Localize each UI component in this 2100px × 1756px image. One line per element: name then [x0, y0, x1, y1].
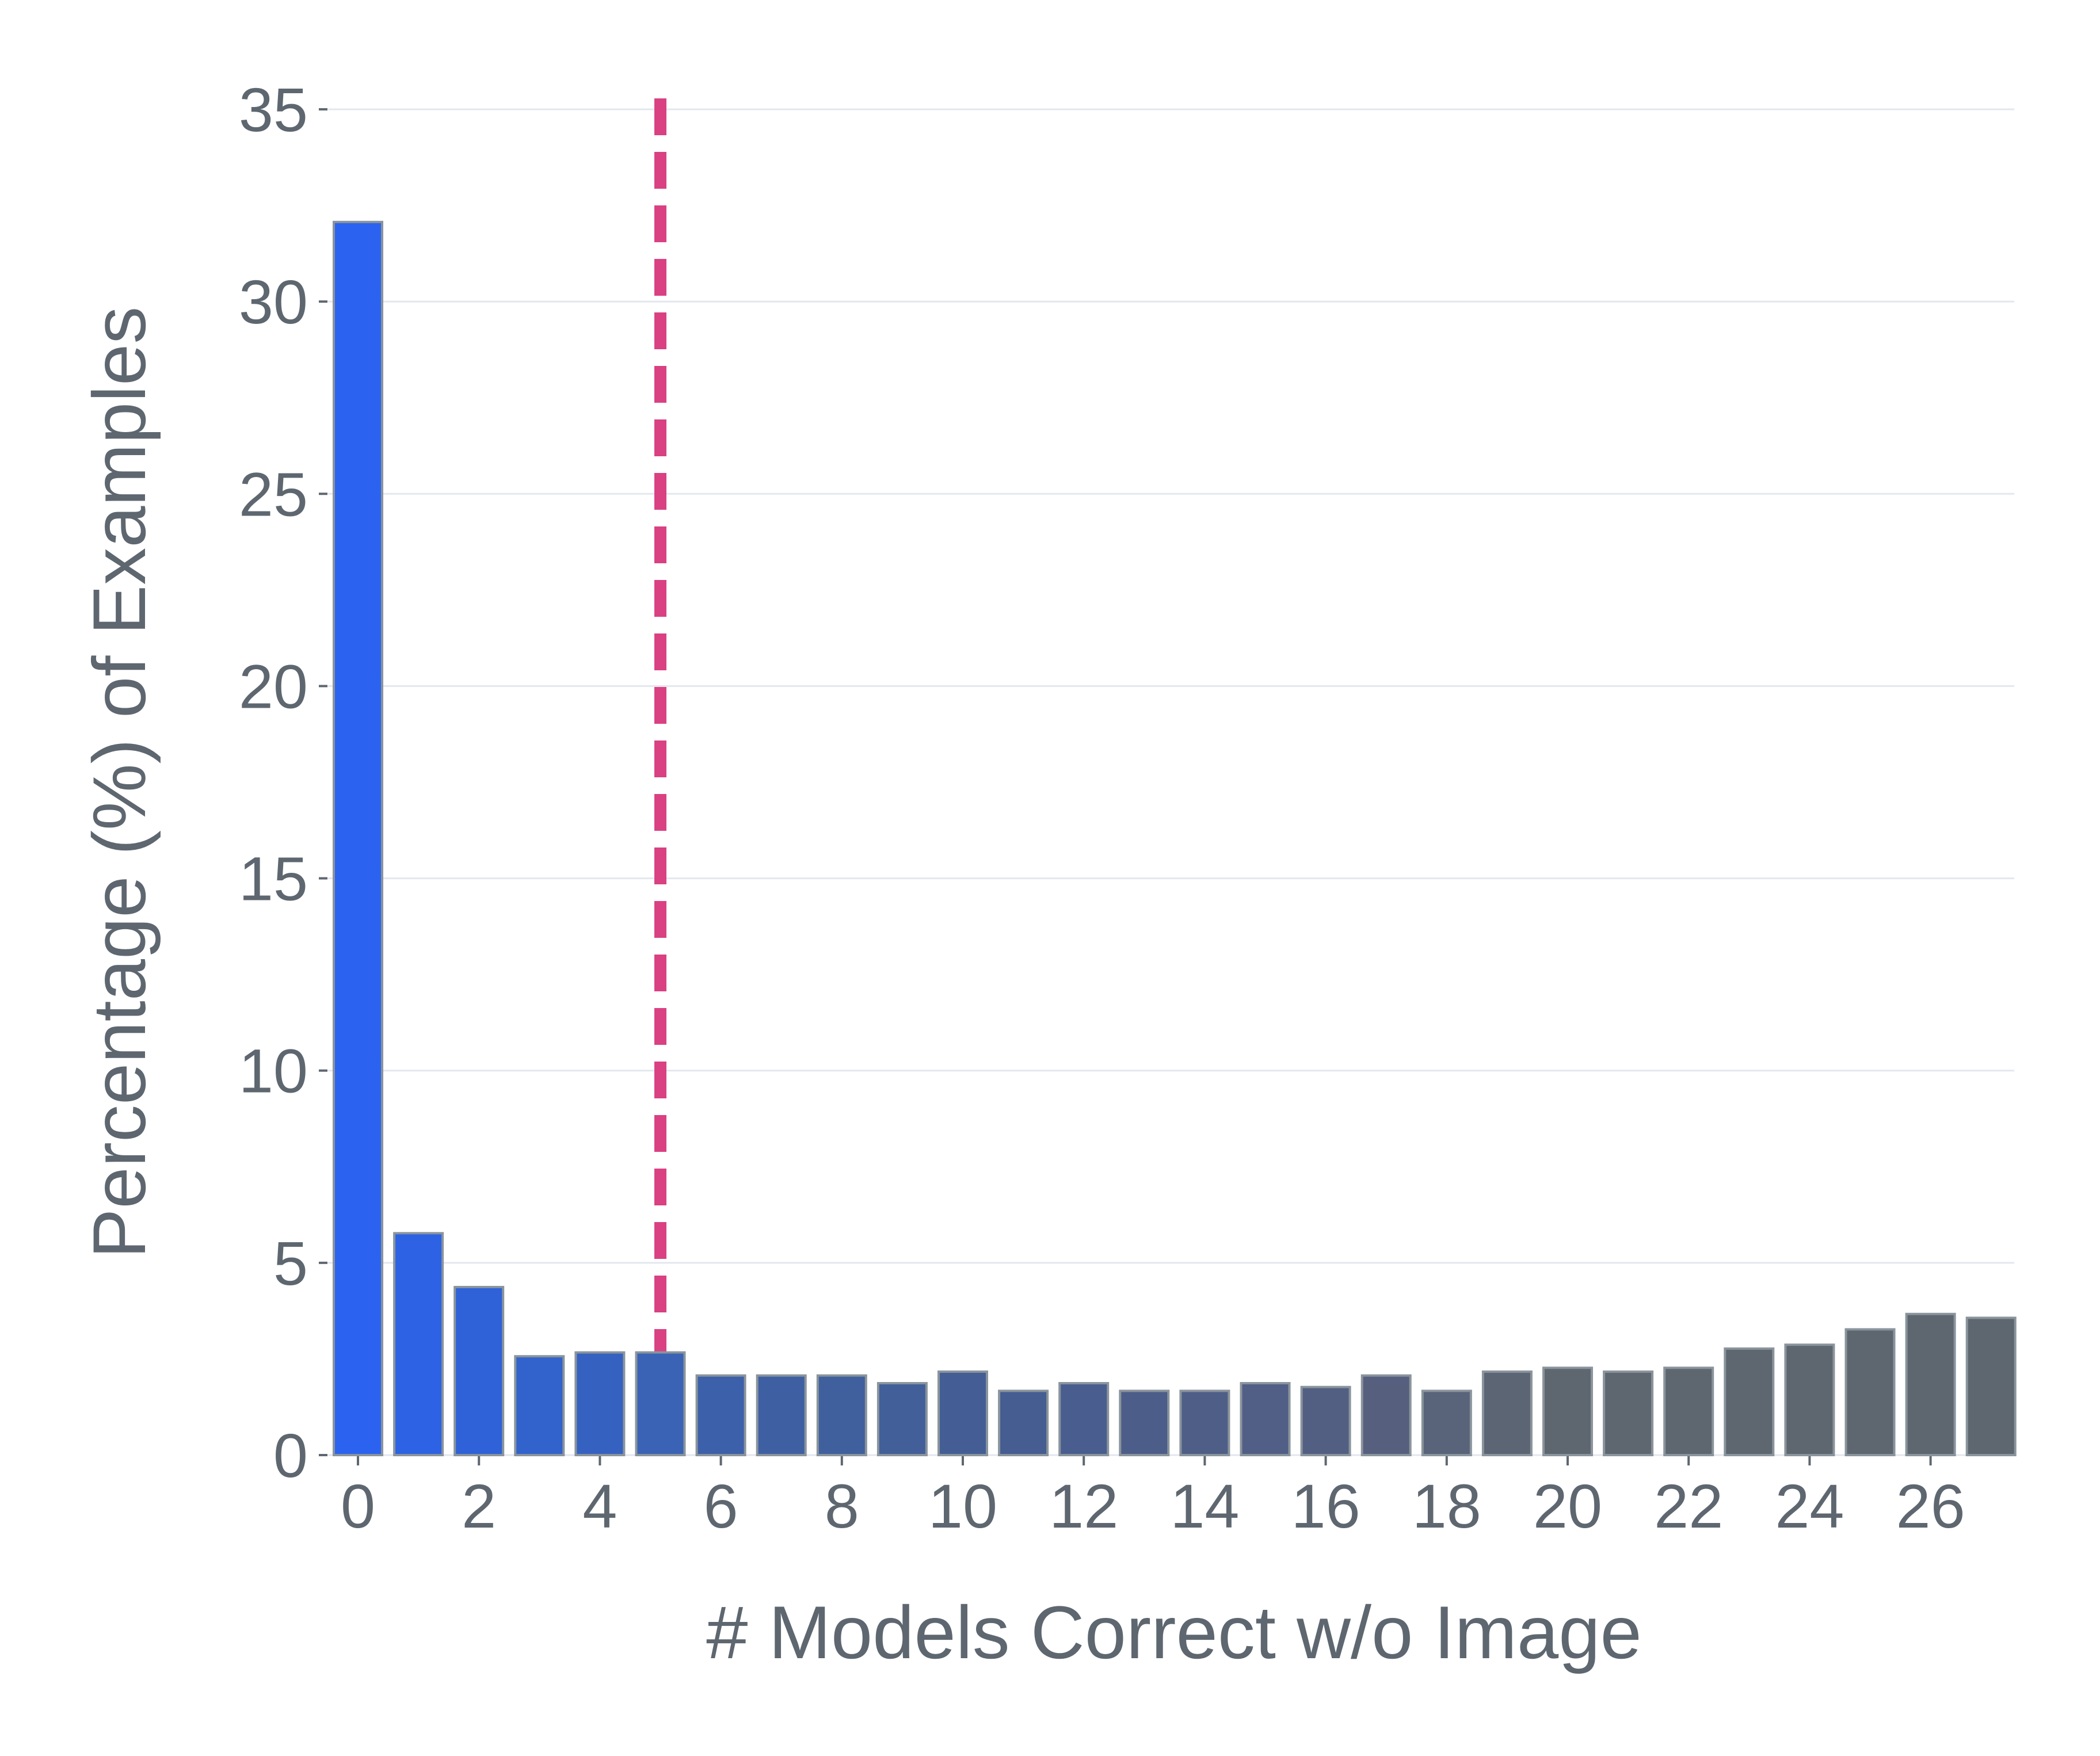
x-tick-label: 4	[582, 1471, 617, 1541]
x-tick-label: 10	[928, 1471, 997, 1541]
x-tick-label: 24	[1775, 1471, 1844, 1541]
bar-18	[1421, 1389, 1472, 1456]
y-tick-label: 20	[239, 651, 308, 721]
bar-9	[876, 1382, 928, 1456]
bar-19	[1481, 1370, 1533, 1456]
bar-4	[574, 1351, 626, 1456]
bar-24	[1784, 1343, 1835, 1456]
x-tick-label: 8	[825, 1471, 859, 1541]
bar-14	[1179, 1389, 1230, 1456]
bar-25	[1844, 1328, 1896, 1457]
bar-20	[1542, 1366, 1593, 1456]
y-tick-label: 15	[239, 844, 308, 914]
x-tick-label: 12	[1049, 1471, 1118, 1541]
x-axis: 0 2 4 6 8 10 12 14 16 18 20 22 24 26	[341, 1456, 1965, 1541]
x-tick-label: 6	[704, 1471, 738, 1541]
y-tick-label: 5	[273, 1228, 308, 1298]
bar-7	[756, 1374, 807, 1456]
bar-2	[453, 1285, 505, 1457]
y-axis-title: Percentage (%) of Examples	[77, 307, 161, 1259]
x-axis-title: # Models Correct w/o Image	[706, 1590, 1642, 1674]
bar-11	[998, 1389, 1049, 1456]
y-tick-label: 10	[239, 1036, 308, 1106]
bar-12	[1058, 1382, 1110, 1456]
bar-5	[635, 1351, 686, 1456]
y-axis: 0 5 10 15 20 25 30 35	[239, 75, 327, 1490]
bar-22	[1663, 1366, 1714, 1456]
x-tick-label: 16	[1291, 1471, 1360, 1541]
bar-8	[816, 1374, 867, 1456]
y-tick-label: 35	[239, 75, 308, 144]
bar-17	[1360, 1374, 1412, 1456]
x-tick-label: 14	[1170, 1471, 1239, 1541]
bars	[333, 220, 2017, 1457]
y-tick-label: 30	[239, 267, 308, 337]
bar-23	[1724, 1347, 1775, 1456]
y-tick-label: 25	[239, 459, 308, 529]
bar-13	[1119, 1389, 1170, 1456]
bar-21	[1603, 1370, 1654, 1456]
x-tick-label: 18	[1412, 1471, 1481, 1541]
x-tick-label: 22	[1654, 1471, 1723, 1541]
bar-16	[1300, 1385, 1351, 1456]
bar-3	[514, 1355, 565, 1456]
y-tick-label: 0	[273, 1421, 308, 1490]
gridlines	[328, 108, 2014, 1456]
bar-1	[393, 1232, 444, 1456]
bar-15	[1240, 1382, 1291, 1456]
bar-0	[333, 220, 383, 1456]
x-tick-label: 2	[462, 1471, 496, 1541]
x-tick-label: 26	[1896, 1471, 1965, 1541]
bar-27	[1965, 1316, 2017, 1457]
x-tick-label: 20	[1533, 1471, 1602, 1541]
bar-26	[1905, 1312, 1956, 1457]
x-tick-label: 0	[341, 1471, 375, 1541]
bar-6	[695, 1374, 746, 1456]
bar-10	[937, 1370, 988, 1456]
